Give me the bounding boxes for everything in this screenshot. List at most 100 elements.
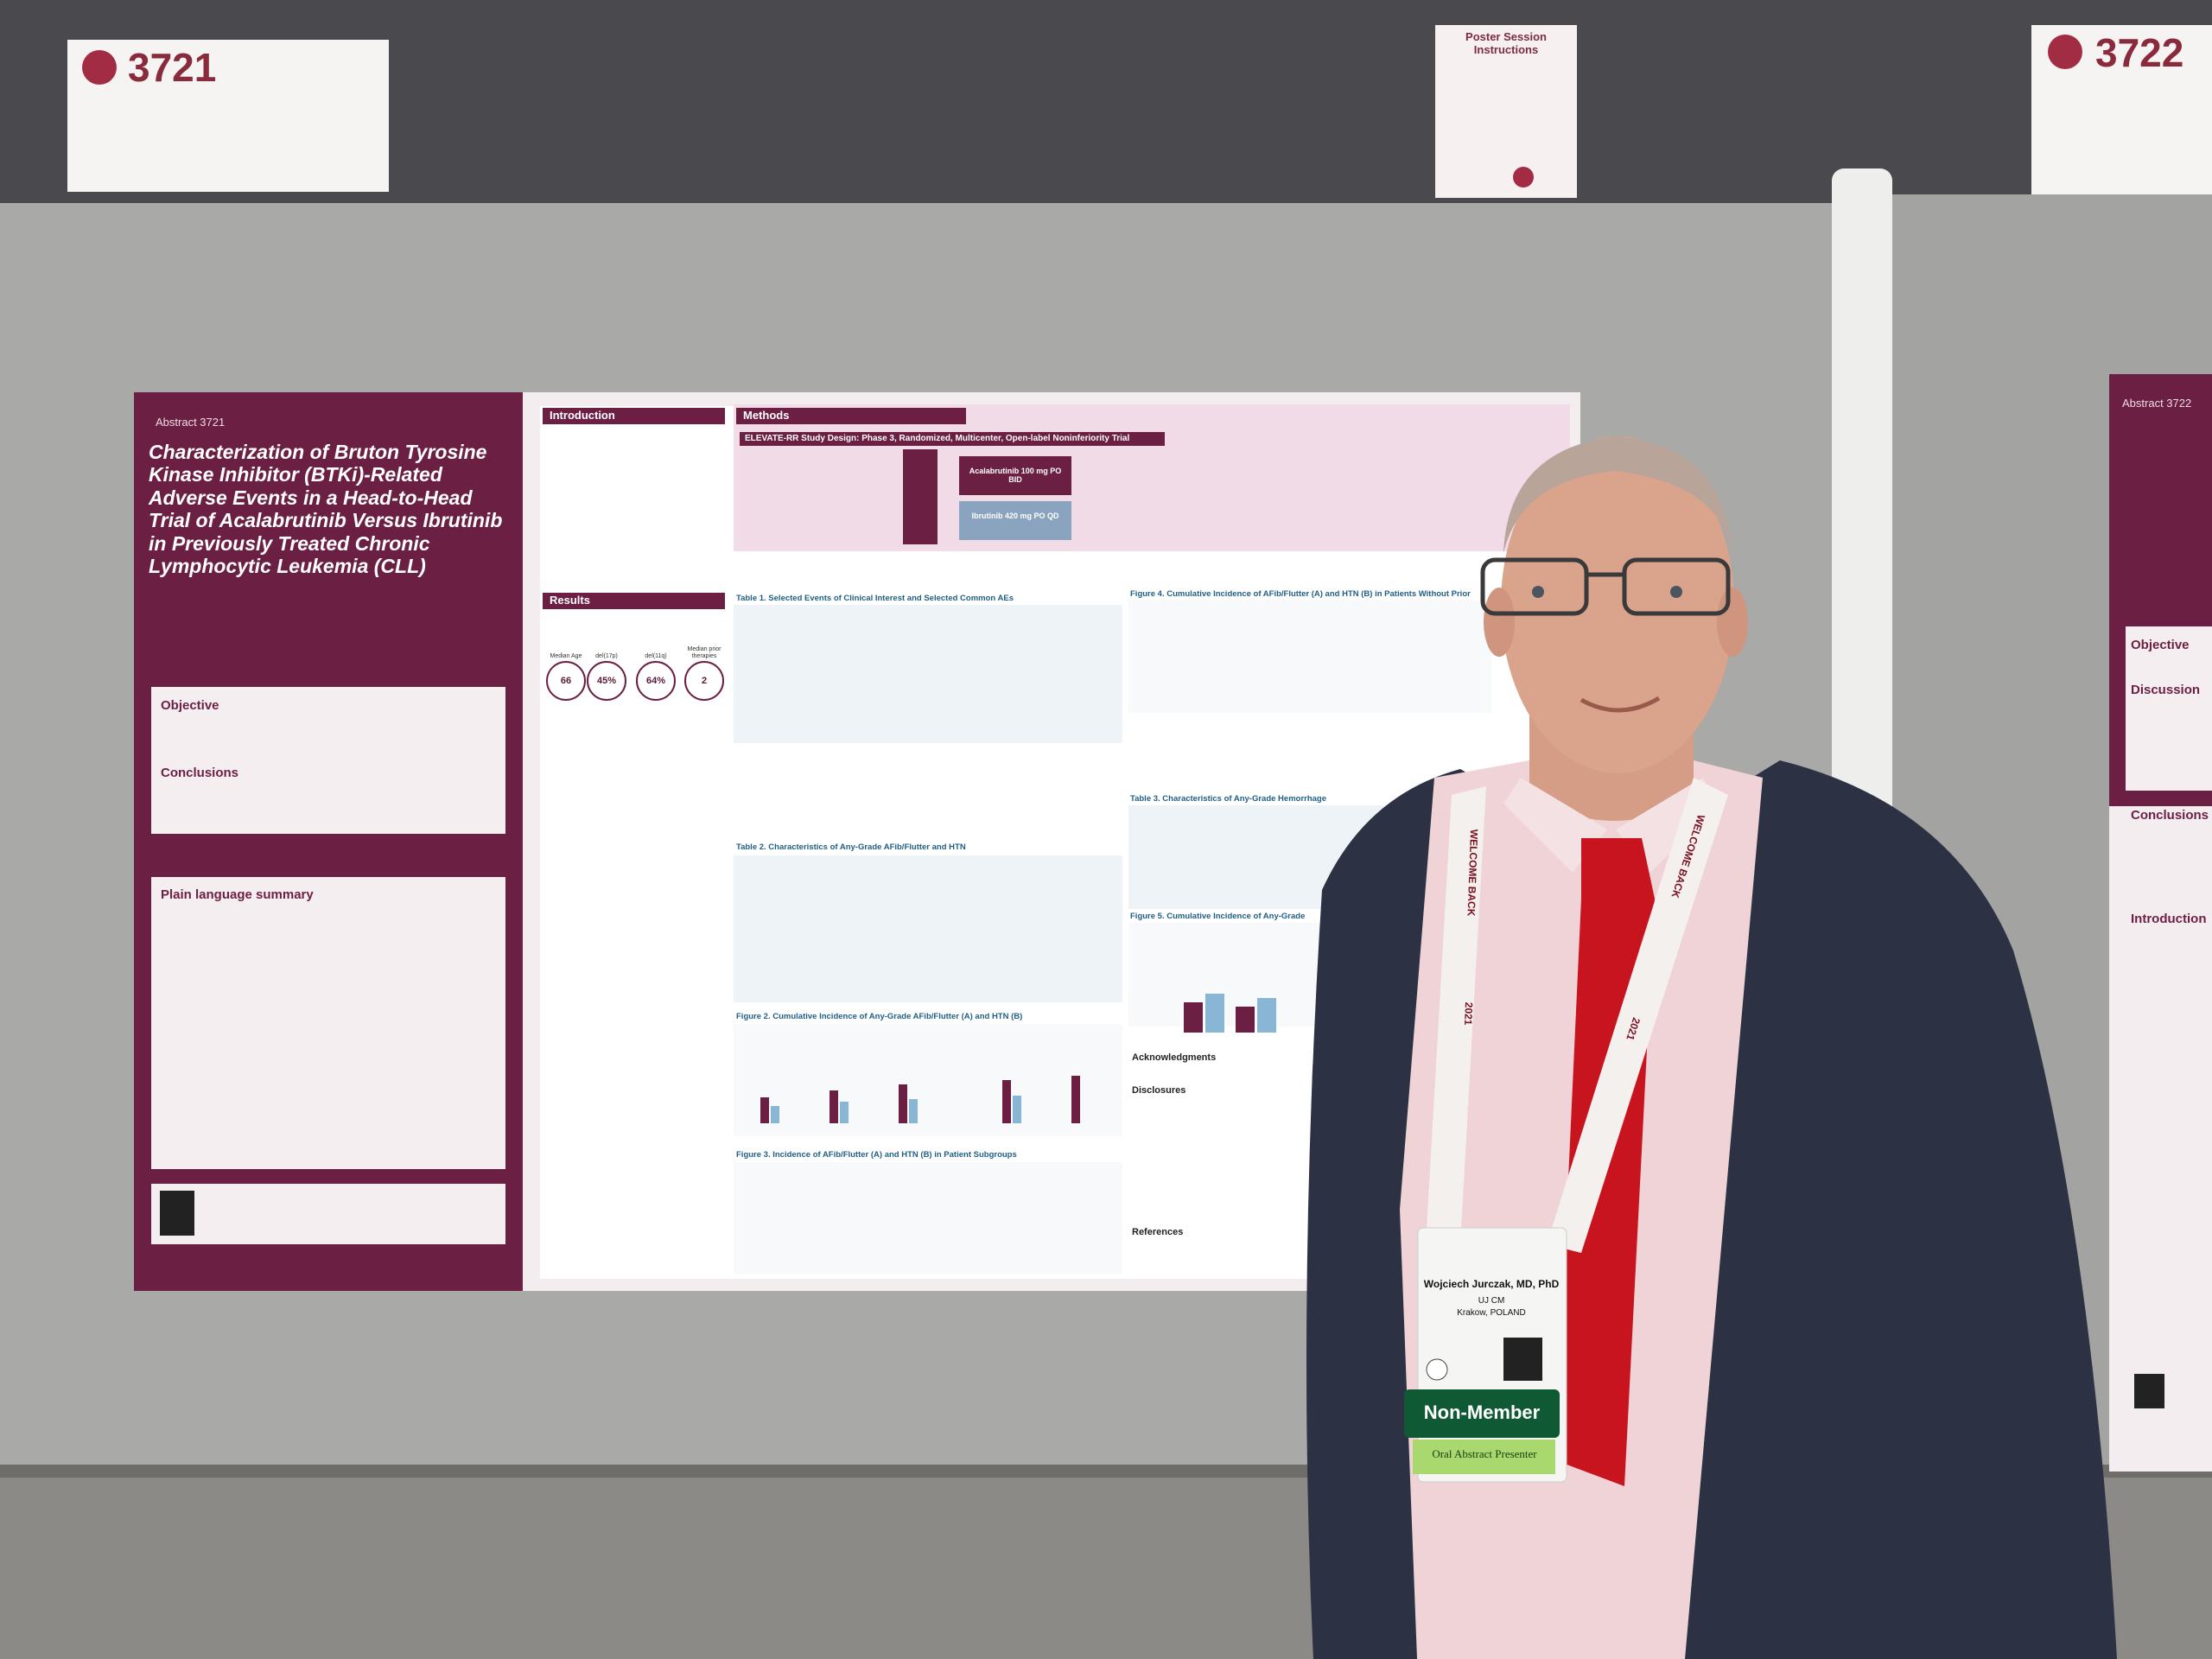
sign-logo <box>82 50 117 85</box>
ear <box>1717 588 1748 657</box>
bar-shape <box>771 1106 779 1123</box>
badge-location: Krakow, POLAND <box>1457 1308 1526 1318</box>
bar-shape <box>840 1102 849 1123</box>
badge-qr <box>1503 1338 1542 1381</box>
head <box>1501 436 1734 773</box>
right-poster-box <box>2126 626 2212 791</box>
glasses <box>1480 557 1731 616</box>
lanyard <box>1547 778 1728 1253</box>
figure-title: Table 2. Characteristics of Any-Grade AF… <box>736 842 966 852</box>
stat-value: 2 <box>701 676 708 686</box>
section-heading: Introduction <box>543 408 725 424</box>
sign-logo <box>2048 35 2082 69</box>
methods-panel <box>734 404 1570 551</box>
instructions-logo <box>1513 167 1534 188</box>
study-design: ELEVATE-RR Study Design: Phase 3, Random… <box>740 432 1165 446</box>
qr-box <box>151 1184 505 1244</box>
arm-box <box>959 456 1071 495</box>
stat-label: Median Age <box>550 653 582 659</box>
stat-label: del(11q) <box>645 653 667 659</box>
bar-shape <box>830 1090 838 1123</box>
objective-box <box>151 687 505 834</box>
eye <box>1532 586 1544 598</box>
figure-title: Figure 3. Incidence of AFib/Flutter (A) … <box>736 1150 1017 1160</box>
badge-icon <box>1426 1358 1448 1381</box>
bar-shape <box>1184 1002 1203 1033</box>
stat-circle <box>587 661 626 701</box>
sign-number: 3721 <box>128 45 217 90</box>
instructions-title: Poster Session Instructions <box>1465 30 1547 56</box>
figure-title: Table 3. Characteristics of Any-Grade He… <box>1130 794 1327 804</box>
bar-shape <box>1013 1096 1021 1123</box>
baseline-circles <box>546 661 724 701</box>
bar-shape <box>1002 1080 1011 1123</box>
arm-label: Acalabrutinib 100 mg PO BID <box>969 467 1062 485</box>
stat-value: 45% <box>596 676 617 686</box>
section-heading: Acknowledgments <box>1132 1052 1217 1063</box>
mouth <box>1580 696 1661 713</box>
abstract-number: Abstract 3722 <box>2122 397 2192 410</box>
section-heading: Objective <box>2131 638 2190 652</box>
section-heading: Discussion <box>2131 683 2201 697</box>
figure-bars <box>771 994 1276 1123</box>
lanyard <box>1426 786 1486 1244</box>
ear <box>1484 588 1515 657</box>
bar-shape <box>1205 994 1224 1033</box>
section-heading: Methods <box>736 408 966 424</box>
section-heading: References <box>1132 1227 1184 1237</box>
stat-value: 66 <box>560 676 572 686</box>
figure-title: Figure 5. Cumulative Incidence of Any-Gr… <box>1130 912 1306 921</box>
section-heading: Objective <box>161 698 219 713</box>
bar-shape <box>1236 1007 1255 1033</box>
bar-shape <box>909 1099 918 1123</box>
section-heading: Plain language summary <box>161 887 314 902</box>
sign-3721 <box>67 40 389 192</box>
abstract-number: Abstract 3721 <box>156 416 226 429</box>
section-heading: Introduction <box>2131 912 2207 926</box>
badge-affiliation: UJ CM <box>1478 1296 1505 1306</box>
ribbon <box>1413 1440 1555 1474</box>
sign-number: 3722 <box>2095 30 2184 75</box>
badge-status: Non-Member <box>1423 1402 1541 1423</box>
poster-title: Characterization of Bruton Tyrosine Kina… <box>149 441 503 578</box>
bar-shape <box>1071 1076 1080 1123</box>
collar <box>1503 778 1719 873</box>
bar-shape <box>899 1084 907 1123</box>
bar-shape <box>760 1097 769 1123</box>
randomize-bar <box>903 449 938 544</box>
arm-box <box>959 501 1071 540</box>
instructions-sign <box>1435 25 1577 198</box>
section-heading: Conclusions <box>2131 808 2209 823</box>
section-heading: Disclosures <box>1132 1085 1186 1096</box>
lens <box>1480 557 1589 616</box>
lens <box>1622 557 1731 616</box>
qr-code <box>160 1191 194 1236</box>
table-2 <box>734 855 1122 1002</box>
stat-circle <box>636 661 676 701</box>
lanyard-year: 2021 <box>1462 1001 1475 1026</box>
badge-name: Wojciech Jurczak, MD, PhD <box>1423 1278 1560 1290</box>
hair <box>1503 436 1732 553</box>
figure-title: Figure 2. Cumulative Incidence of Any-Gr… <box>736 1012 1023 1021</box>
figure-2 <box>734 1024 1122 1136</box>
figure-3 <box>734 1162 1122 1274</box>
figure-title: Table 1. Selected Events of Clinical Int… <box>736 594 1014 603</box>
summary-box <box>151 877 505 1169</box>
stat-label: Median prior therapies <box>687 646 721 660</box>
stat-circle <box>546 661 586 701</box>
bar-shape <box>1257 998 1276 1033</box>
lanyard-text: WELCOME BACK <box>1465 829 1480 917</box>
section-heading: Results <box>543 593 725 609</box>
table-1 <box>734 605 1122 743</box>
section-heading: Conclusions <box>161 766 239 780</box>
figure-title: Figure 4. Cumulative Incidence of AFib/F… <box>1130 590 1471 599</box>
status-bar <box>1404 1389 1560 1438</box>
arm-label: Ibrutinib 420 mg PO QD <box>971 512 1059 520</box>
stat-circle <box>684 661 724 701</box>
eye <box>1670 586 1682 598</box>
stat-value: 64% <box>645 676 666 686</box>
stat-label: del(17p) <box>595 653 618 659</box>
qr-code <box>2134 1374 2164 1408</box>
